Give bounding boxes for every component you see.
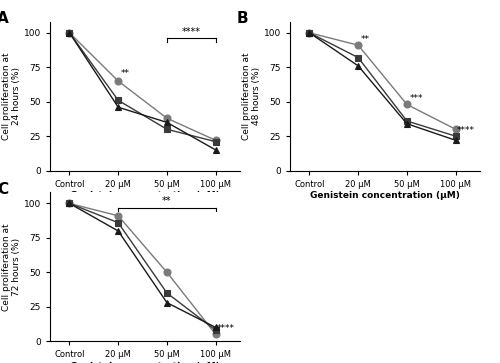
Text: ***: *** [410,94,423,103]
Text: C: C [0,182,8,197]
X-axis label: Genistein concentration (μM): Genistein concentration (μM) [70,362,220,363]
Text: **: ** [120,69,130,78]
X-axis label: Genistein concentration (μM): Genistein concentration (μM) [70,191,220,200]
Y-axis label: Cell proliferation at
24 hours (%): Cell proliferation at 24 hours (%) [2,52,21,140]
Y-axis label: Cell proliferation at
48 hours (%): Cell proliferation at 48 hours (%) [242,52,261,140]
X-axis label: Genistein concentration (μM): Genistein concentration (μM) [310,191,460,200]
Text: ****: **** [216,324,234,333]
Text: **: ** [162,196,172,206]
Text: B: B [237,11,248,26]
Text: ****: **** [456,126,474,135]
Y-axis label: Cell proliferation at
72 hours (%): Cell proliferation at 72 hours (%) [2,223,21,311]
Text: ****: **** [182,27,201,37]
Text: **: ** [360,35,370,44]
Text: A: A [0,11,8,26]
